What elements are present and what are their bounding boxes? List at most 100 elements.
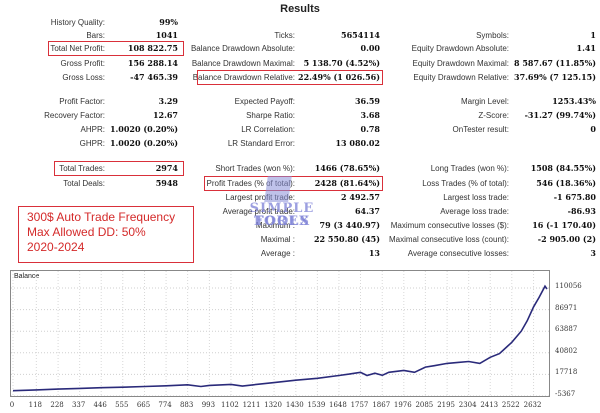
- stat-label: Equity Drawdown Maximal:: [412, 59, 509, 68]
- stat-value: -86.93: [567, 206, 596, 216]
- stat-value: 13 080.02: [335, 138, 380, 148]
- stat-value: 0.00: [360, 43, 380, 53]
- stat-value: 12.67: [152, 110, 178, 120]
- x-tick-label: 993: [201, 401, 216, 409]
- stat-value: 1508 (84.55%): [530, 163, 596, 173]
- x-tick-label: 665: [136, 401, 151, 409]
- stat-loss-trades: Loss Trades (% of total): 546 (18.36%): [380, 177, 596, 190]
- stat-label: OnTester result:: [452, 125, 509, 134]
- stat-label: Largest loss trade:: [443, 193, 509, 202]
- highlight-box-net-profit: [48, 41, 184, 56]
- x-tick-label: 1539: [307, 401, 326, 409]
- page-title: Results: [280, 3, 320, 15]
- stat-label: Equity Drawdown Absolute:: [411, 44, 509, 53]
- note-line-3: 2020-2024: [27, 240, 85, 254]
- stat-label: Ticks:: [274, 31, 295, 40]
- stat-value: 5654114: [341, 30, 380, 40]
- stat-maximum-consecutive-wins: Maximum : 79 (3 440.97): [190, 219, 380, 232]
- stat-value: 1041: [155, 30, 178, 40]
- highlight-box-profit-trades: [204, 176, 383, 191]
- stat-value: 5 138.70 (4.52%): [303, 58, 380, 68]
- stat-balance-dd-absolute: Balance Drawdown Absolute: 0.00: [190, 42, 380, 55]
- stat-average-loss-trade: Average loss trade: -86.93: [380, 205, 596, 218]
- stat-z-score: Z-Score: -31.27 (99.74%): [380, 109, 596, 122]
- stat-label: Total Deals:: [63, 179, 105, 188]
- stat-label: Balance Drawdown Absolute:: [190, 44, 295, 53]
- stat-label: Gross Loss:: [62, 73, 105, 82]
- stat-value: 3: [590, 248, 596, 258]
- stat-label: Balance Drawdown Relative:: [192, 73, 295, 82]
- stat-equity-dd-relative: Equity Drawdown Relative: 37.69% (7 125.…: [380, 71, 596, 84]
- stat-profit-trades: Profit Trades (% of total): 2428 (81.64%…: [190, 177, 380, 190]
- stat-average-consecutive-wins: Average : 13: [190, 247, 380, 260]
- stat-value: 0: [590, 124, 596, 134]
- stat-value: 3.68: [360, 110, 380, 120]
- stat-label: LR Standard Error:: [227, 139, 295, 148]
- highlight-box-total-trades: [54, 161, 184, 176]
- stat-sharpe-ratio: Sharpe Ratio: 3.68: [190, 109, 380, 122]
- stat-value: 1253.43%: [552, 96, 596, 106]
- stat-label: Average profit trade:: [222, 207, 295, 216]
- stat-average-profit-trade: Average profit trade: 64.37: [190, 205, 380, 218]
- stat-value: 5948: [155, 178, 178, 188]
- stat-value: 16 (-1 170.40): [532, 220, 596, 230]
- x-tick-label: 0: [9, 401, 15, 409]
- x-tick-label: 1976: [393, 401, 412, 409]
- stat-bars: Bars: 1041: [0, 29, 180, 42]
- stat-expected-payoff: Expected Payoff: 36.59: [190, 95, 380, 108]
- stat-label: GHPR:: [79, 139, 105, 148]
- x-tick-label: 446: [93, 401, 107, 409]
- stat-value: 1.0020 (0.20%): [109, 124, 178, 134]
- balance-chart: Balance: [10, 270, 550, 397]
- highlight-box-balance-dd-relative: [197, 70, 383, 85]
- stat-label: Long Trades (won %):: [430, 164, 509, 173]
- stat-largest-loss-trade: Largest loss trade: -1 675.80: [380, 191, 596, 204]
- stat-label: Loss Trades (% of total):: [422, 179, 509, 188]
- x-tick-label: 1757: [350, 401, 369, 409]
- stat-total-deals: Total Deals: 5948: [0, 177, 180, 190]
- stat-label: Average consecutive losses:: [407, 249, 509, 258]
- stat-value: -2 905.00 (2): [537, 234, 596, 244]
- stat-max-consecutive-losses: Maximum consecutive losses ($): 16 (-1 1…: [380, 219, 596, 232]
- x-tick-label: 228: [50, 401, 64, 409]
- stat-label: Gross Profit:: [60, 59, 105, 68]
- stat-value: -47 465.39: [130, 72, 178, 82]
- x-tick-label: 774: [158, 401, 172, 409]
- x-tick-label: 2304: [458, 401, 477, 409]
- y-tick-label: -5367: [555, 390, 576, 398]
- chart-title: Balance: [14, 273, 40, 280]
- stat-value: 79 (3 440.97): [319, 220, 380, 230]
- y-tick-label: 86971: [555, 303, 578, 312]
- x-tick-label: 2413: [480, 401, 499, 409]
- stat-maximal-consecutive-profit: Maximal : 22 550.80 (45): [190, 233, 380, 246]
- stat-value: 1466 (78.65%): [314, 163, 380, 173]
- y-tick-label: 17718: [555, 368, 578, 377]
- stat-equity-dd-maximal: Equity Drawdown Maximal: 8 587.67 (11.85…: [380, 57, 596, 70]
- stat-value: 546 (18.36%): [536, 178, 596, 188]
- stat-ghpr: GHPR: 1.0020 (0.20%): [0, 137, 180, 150]
- x-tick-label: 1102: [221, 401, 239, 409]
- stat-value: 2974: [155, 163, 178, 173]
- note-line-2: Max Allowed DD: 50%: [27, 225, 146, 239]
- stat-value: 99%: [159, 17, 178, 27]
- x-tick-label: 2522: [501, 401, 520, 409]
- stat-label: Balance Drawdown Maximal:: [191, 59, 295, 68]
- y-tick-label: 63887: [555, 325, 578, 334]
- stat-value: 36.59: [354, 96, 380, 106]
- stat-label: Short Trades (won %):: [215, 164, 295, 173]
- annotation-note: 300$ Auto Trade Frequency Max Allowed DD…: [18, 206, 194, 263]
- stat-label: Expected Payoff:: [234, 97, 295, 106]
- note-line-1: 300$ Auto Trade Frequency: [27, 210, 176, 224]
- stat-largest-profit-trade: Largest profit trade: 2 492.57: [190, 191, 380, 204]
- stat-label: Largest profit trade:: [225, 193, 295, 202]
- x-tick-label: 2195: [437, 401, 456, 409]
- stat-total-net-profit: Total Net Profit: 108 822.75: [0, 42, 180, 55]
- stat-label: Equity Drawdown Relative:: [413, 73, 509, 82]
- x-tick-label: 1211: [242, 401, 261, 409]
- stat-lr-correlation: LR Correlation: 0.78: [190, 123, 380, 136]
- stat-balance-dd-maximal: Balance Drawdown Maximal: 5 138.70 (4.52…: [190, 57, 380, 70]
- x-tick-label: 555: [115, 401, 129, 409]
- stat-label: Sharpe Ratio:: [246, 111, 295, 120]
- stat-label: Profit Factor:: [59, 97, 105, 106]
- x-tick-label: 1430: [285, 401, 304, 409]
